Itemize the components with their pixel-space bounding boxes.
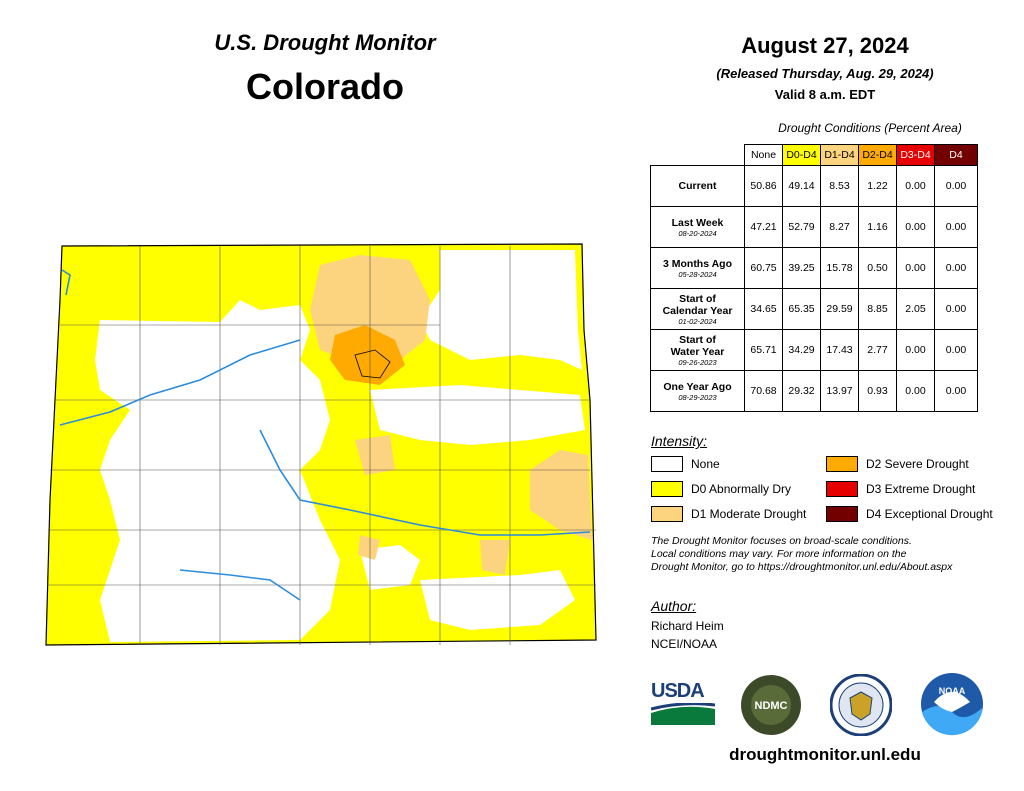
table-cell: 29.32 — [782, 370, 821, 412]
legend-heading: Intensity: — [651, 433, 708, 449]
table-cell: 50.86 — [744, 165, 783, 207]
table-cell: 29.59 — [820, 288, 859, 330]
table-cell: 34.65 — [744, 288, 783, 330]
table-cell: 2.05 — [896, 288, 935, 330]
table-cell: 8.85 — [858, 288, 897, 330]
drought-conditions-table: None D0-D4 D1-D4 D2-D4 D3-D4 D4 Current … — [650, 144, 978, 412]
colorado-drought-map — [45, 243, 597, 646]
map-date: August 27, 2024 — [741, 33, 909, 58]
table-cell: 34.29 — [782, 329, 821, 371]
ndmc-logo: NDMC — [741, 675, 801, 735]
usda-logo: USDA — [650, 680, 716, 728]
doc-seal-icon — [830, 674, 892, 736]
table-cell: 0.00 — [934, 206, 978, 248]
svg-text:NDMC: NDMC — [755, 700, 788, 712]
table-title: Drought Conditions (Percent Area) — [778, 121, 962, 135]
author-name: Richard Heim — [651, 619, 724, 633]
legend-item-d1: D1 Moderate Drought — [651, 506, 806, 522]
website-url: droughtmonitor.unl.edu — [729, 745, 921, 764]
table-cell: 0.50 — [858, 247, 897, 289]
legend-swatch — [651, 456, 683, 472]
table-cell: 0.00 — [934, 288, 978, 330]
col-d1-d4: D1-D4 — [820, 144, 859, 166]
row-label: Last Week 08-20-2024 — [650, 206, 745, 248]
table-cell: 0.00 — [896, 329, 935, 371]
table-cell: 60.75 — [744, 247, 783, 289]
table-cell: 0.93 — [858, 370, 897, 412]
row-label: Start of Water Year 09-26-2023 — [650, 329, 745, 371]
table-row: Current 50.86 49.14 8.53 1.22 0.00 0.00 — [650, 165, 978, 207]
noaa-logo: NOAA — [921, 673, 983, 736]
table-row: Start of Water Year 09-26-2023 65.71 34.29… — [650, 329, 978, 371]
table-header-row: None D0-D4 D1-D4 D2-D4 D3-D4 D4 — [651, 144, 978, 166]
table-cell: 1.22 — [858, 165, 897, 207]
table-cell: 0.00 — [934, 247, 978, 289]
table-cell: 17.43 — [820, 329, 859, 371]
legend-item-none: None — [651, 456, 720, 472]
legend-swatch — [651, 481, 683, 497]
table-cell: 0.00 — [896, 247, 935, 289]
legend-item-d0: D0 Abnormally Dry — [651, 481, 791, 497]
svg-text:NOAA: NOAA — [939, 686, 966, 696]
table-cell: 52.79 — [782, 206, 821, 248]
col-none: None — [744, 144, 783, 166]
table-row: Last Week 08-20-2024 47.21 52.79 8.27 1.1… — [650, 206, 978, 248]
table-cell: 8.53 — [820, 165, 859, 207]
table-row: Start of Calendar Year 01-02-2024 34.65 65… — [650, 288, 978, 330]
legend-swatch — [651, 506, 683, 522]
row-label: 3 Months Ago 05-28-2024 — [650, 247, 745, 289]
table-row: 3 Months Ago 05-28-2024 60.75 39.25 15.78… — [650, 247, 978, 289]
legend-swatch — [826, 481, 858, 497]
row-label: Current — [650, 165, 745, 207]
release-date: (Released Thursday, Aug. 29, 2024) — [716, 66, 934, 81]
author-heading: Author: — [651, 598, 697, 614]
col-d3-d4: D3-D4 — [896, 144, 935, 166]
table-cell: 70.68 — [744, 370, 783, 412]
table-row: One Year Ago 08-29-2023 70.68 29.32 13.97… — [650, 370, 978, 412]
table-cell: 8.27 — [820, 206, 859, 248]
map-title: U.S. Drought Monitor — [214, 30, 436, 55]
legend-item-d3: D3 Extreme Drought — [826, 481, 975, 497]
disclaimer-note: The Drought Monitor focuses on broad-sca… — [651, 535, 953, 573]
col-d2-d4: D2-D4 — [858, 144, 897, 166]
table-cell: 0.00 — [896, 206, 935, 248]
table-cell: 39.25 — [782, 247, 821, 289]
table-cell: 15.78 — [820, 247, 859, 289]
state-name: Colorado — [246, 66, 404, 107]
table-cell: 0.00 — [934, 165, 978, 207]
row-label: One Year Ago 08-29-2023 — [650, 370, 745, 412]
col-d0-d4: D0-D4 — [782, 144, 821, 166]
table-cell: 1.16 — [858, 206, 897, 248]
table-cell: 2.77 — [858, 329, 897, 371]
legend-swatch — [826, 456, 858, 472]
legend-item-d2: D2 Severe Drought — [826, 456, 969, 472]
table-cell: 65.35 — [782, 288, 821, 330]
table-cell: 0.00 — [896, 165, 935, 207]
valid-time: Valid 8 a.m. EDT — [774, 87, 876, 102]
table-cell: 0.00 — [934, 329, 978, 371]
legend-swatch — [826, 506, 858, 522]
table-cell: 0.00 — [934, 370, 978, 412]
table-cell: 13.97 — [820, 370, 859, 412]
author-org: NCEI/NOAA — [651, 637, 718, 651]
table-cell: 47.21 — [744, 206, 783, 248]
table-cell: 49.14 — [782, 165, 821, 207]
table-cell: 65.71 — [744, 329, 783, 371]
legend-item-d4: D4 Exceptional Drought — [826, 506, 993, 522]
table-cell: 0.00 — [896, 370, 935, 412]
row-label: Start of Calendar Year 01-02-2024 — [650, 288, 745, 330]
col-d4: D4 — [934, 144, 978, 166]
